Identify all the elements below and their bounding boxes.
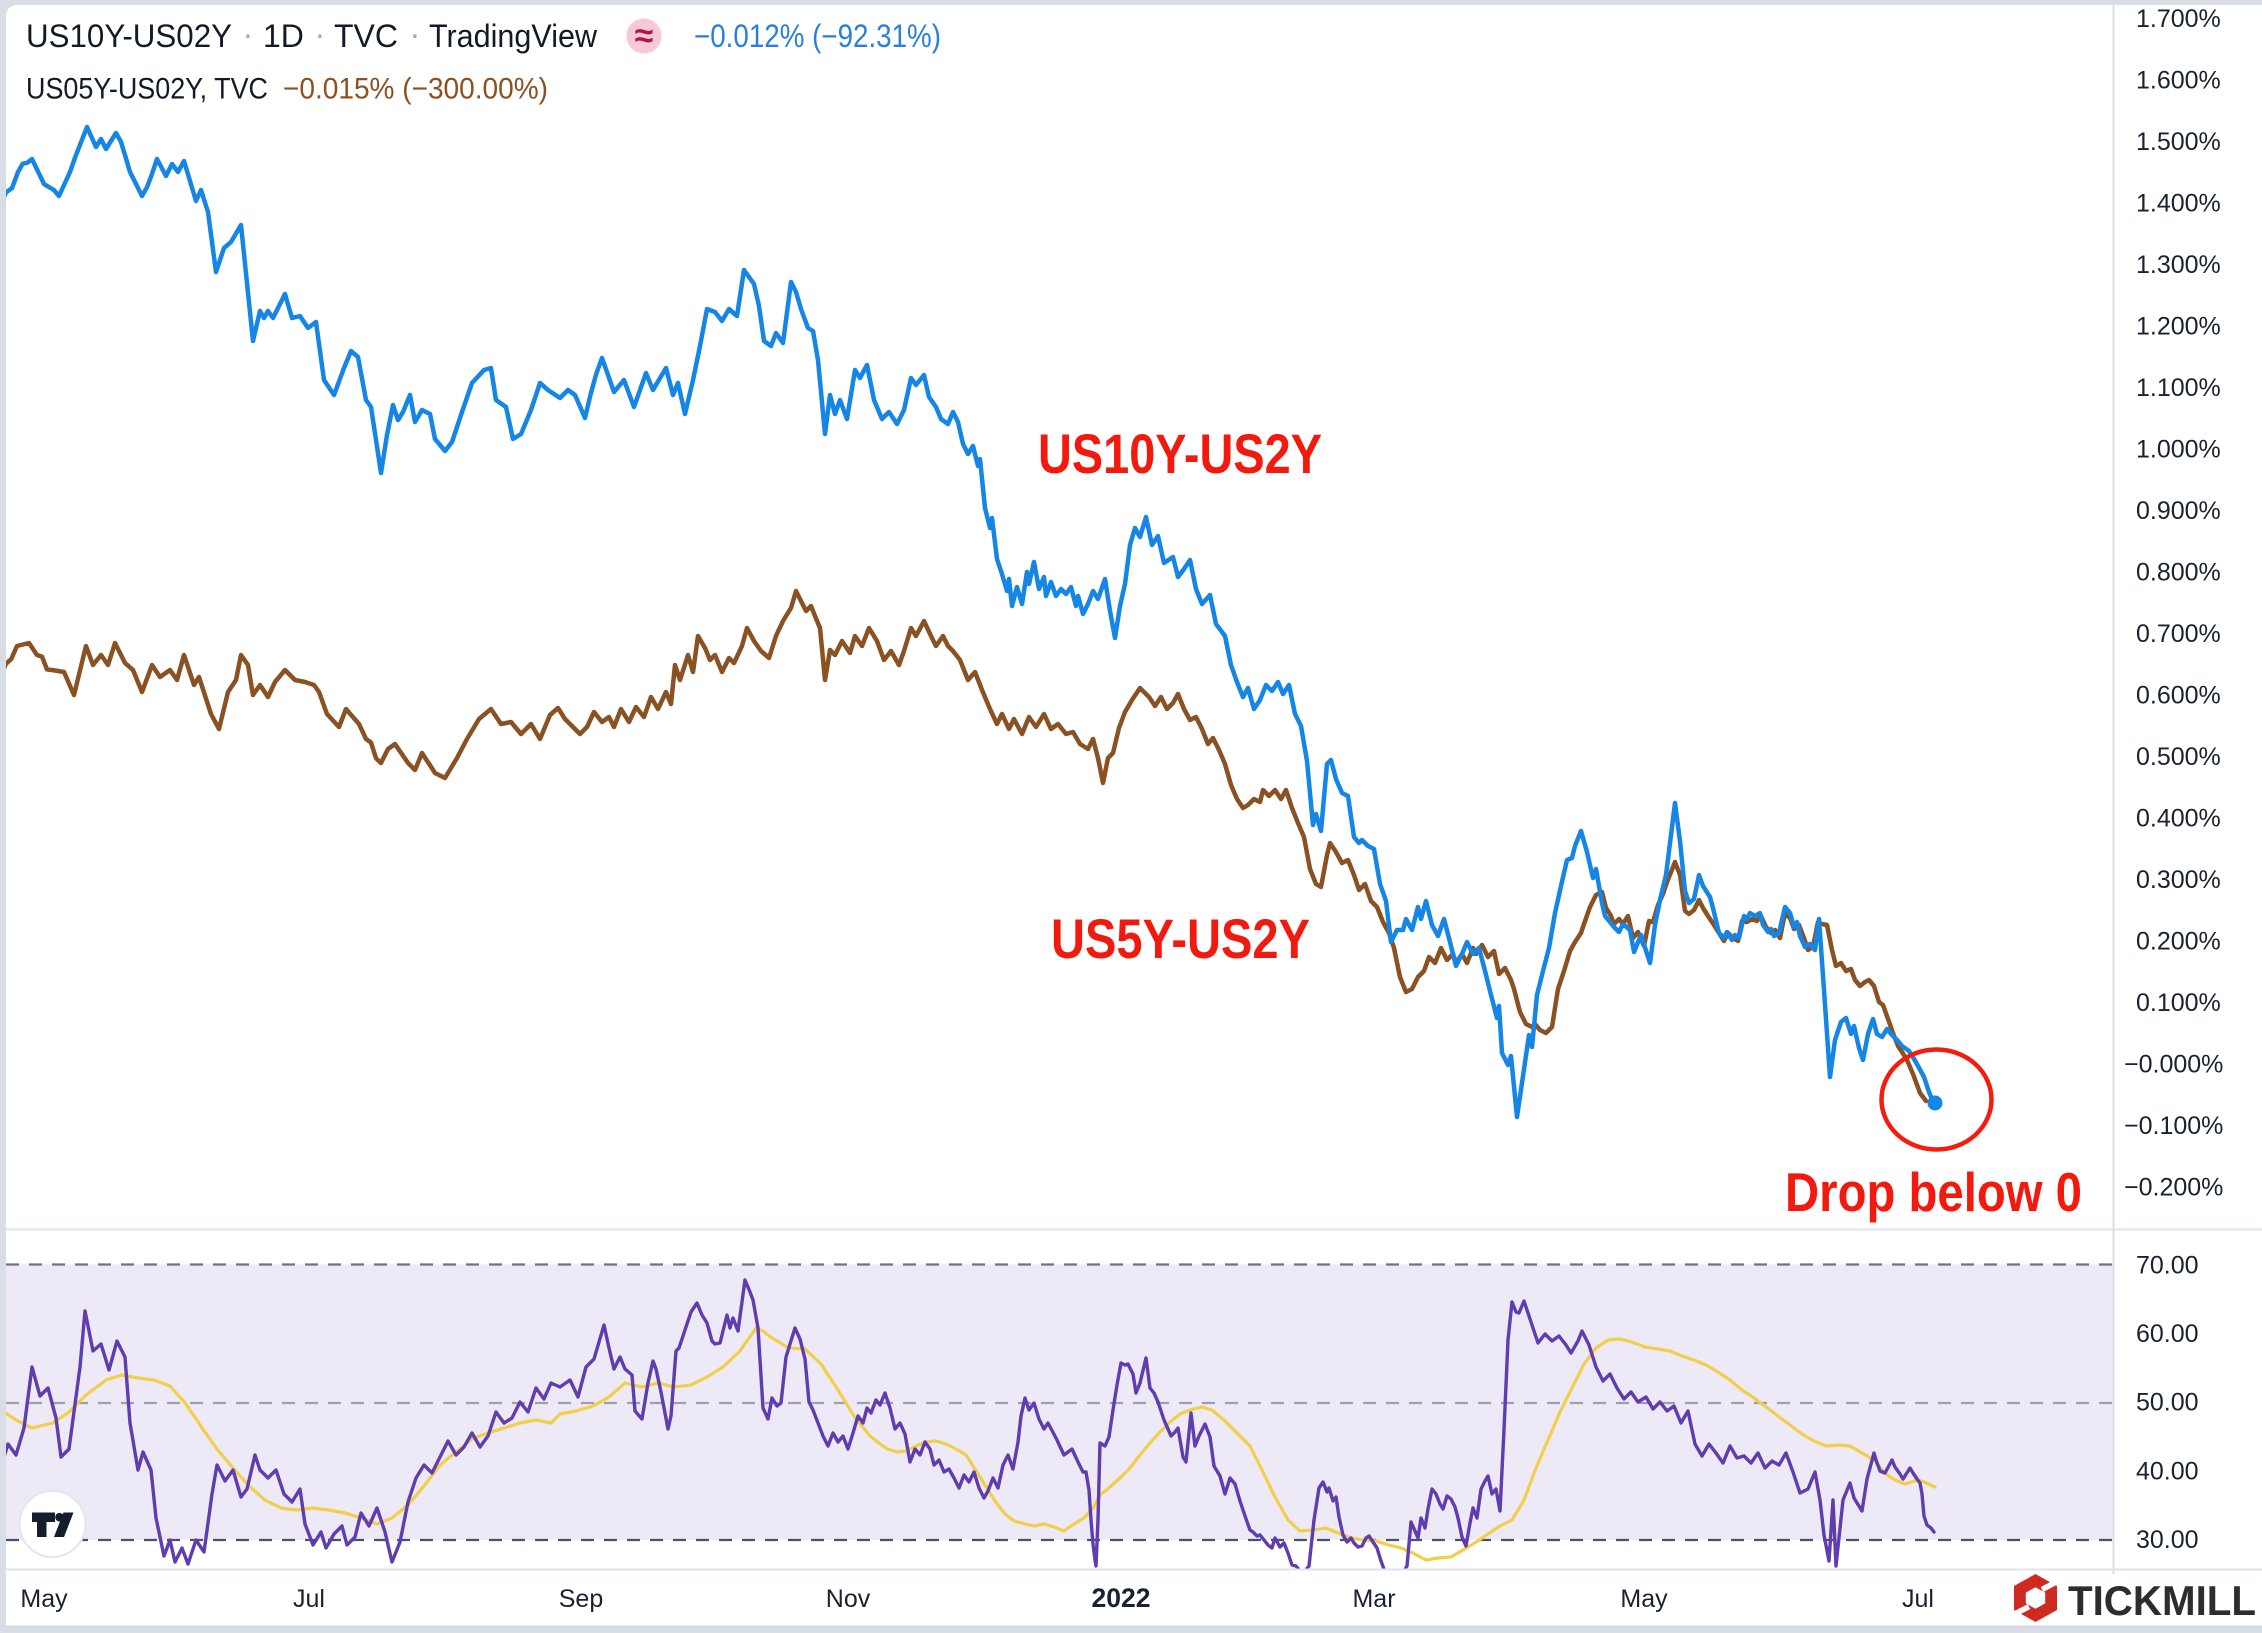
svg-text:Drop below 0: Drop below 0 [1785,1161,2082,1223]
svg-text:·: · [315,16,326,52]
svg-text:Jul: Jul [293,1585,325,1613]
svg-text:−0.015% (−300.00%): −0.015% (−300.00%) [283,73,548,106]
svg-text:·: · [243,16,254,52]
svg-text:1.100%: 1.100% [2136,374,2221,402]
svg-text:1.500%: 1.500% [2136,128,2221,156]
svg-text:Mar: Mar [1352,1585,1395,1613]
svg-text:30.00: 30.00 [2136,1526,2199,1554]
svg-text:0.400%: 0.400% [2136,804,2221,832]
svg-text:US05Y-US02Y, TVC: US05Y-US02Y, TVC [26,73,268,106]
svg-text:−0.100%: −0.100% [2124,1112,2223,1140]
svg-text:2022: 2022 [1092,1583,1151,1613]
svg-text:May: May [20,1585,68,1613]
svg-text:−0.000%: −0.000% [2124,1050,2223,1078]
svg-text:0.300%: 0.300% [2136,866,2221,894]
svg-text:Sep: Sep [559,1585,603,1613]
svg-text:1D: 1D [263,18,304,54]
svg-text:Jul: Jul [1902,1585,1934,1613]
svg-text:US10Y-US2Y: US10Y-US2Y [1038,422,1322,485]
svg-text:0.200%: 0.200% [2136,927,2221,955]
svg-text:−0.012% (−92.31%): −0.012% (−92.31%) [694,18,941,54]
svg-text:−0.200%: −0.200% [2124,1173,2223,1201]
svg-text:TradingView: TradingView [429,18,598,54]
svg-text:1.300%: 1.300% [2136,251,2221,279]
svg-text:1.400%: 1.400% [2136,189,2221,217]
svg-text:0.900%: 0.900% [2136,497,2221,525]
svg-text:1.700%: 1.700% [2136,5,2221,33]
svg-text:50.00: 50.00 [2136,1389,2199,1417]
svg-text:TICKMILL: TICKMILL [2068,1577,2256,1624]
svg-text:≈: ≈ [635,17,654,55]
svg-text:70.00: 70.00 [2136,1252,2199,1280]
svg-text:US5Y-US2Y: US5Y-US2Y [1051,907,1310,970]
svg-text:TVC: TVC [334,18,398,54]
svg-text:0.100%: 0.100% [2136,989,2221,1017]
svg-text:0.600%: 0.600% [2136,681,2221,709]
svg-text:60.00: 60.00 [2136,1320,2199,1348]
svg-text:1.000%: 1.000% [2136,435,2221,463]
svg-text:Nov: Nov [826,1585,871,1613]
svg-text:May: May [1620,1585,1668,1613]
svg-text:1.200%: 1.200% [2136,312,2221,340]
svg-text:1.600%: 1.600% [2136,66,2221,94]
svg-text:0.500%: 0.500% [2136,743,2221,771]
svg-text:US10Y-US02Y: US10Y-US02Y [26,18,232,54]
svg-text:0.800%: 0.800% [2136,558,2221,586]
svg-text:40.00: 40.00 [2136,1457,2199,1485]
svg-text:0.700%: 0.700% [2136,620,2221,648]
svg-text:·: · [410,16,421,52]
